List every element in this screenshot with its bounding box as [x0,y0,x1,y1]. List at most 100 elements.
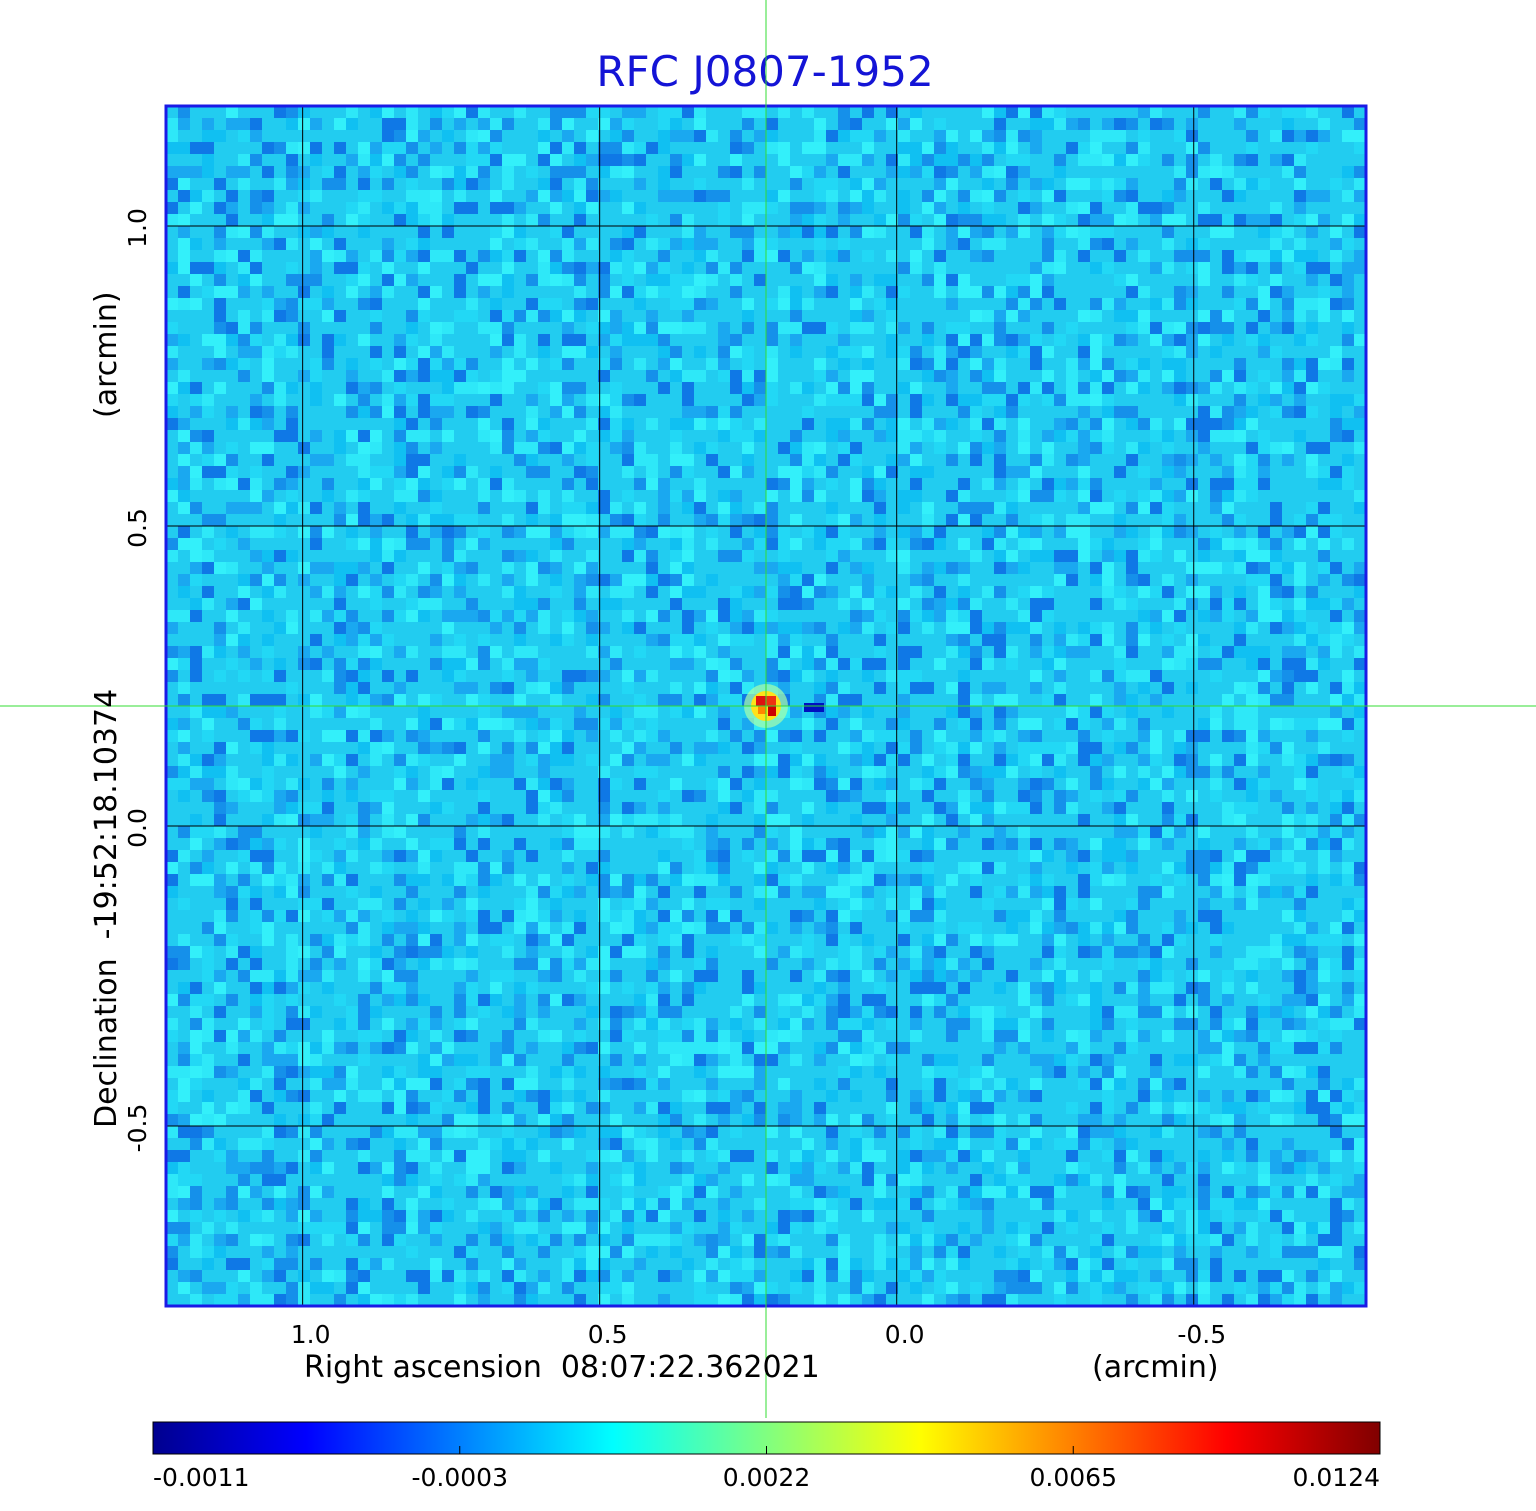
noise-cell [1006,646,1018,658]
noise-cell [898,262,910,274]
noise-cell [1342,430,1354,442]
noise-cell [190,658,202,670]
noise-cell [1090,382,1102,394]
noise-cell [1066,142,1078,154]
noise-cell [1294,214,1306,226]
noise-cell [514,730,526,742]
noise-cell [1186,562,1198,574]
noise-cell [478,730,490,742]
noise-cell [670,742,682,754]
noise-cell [934,250,946,262]
noise-cell [634,478,646,490]
noise-cell [1138,490,1150,502]
noise-cell [382,922,394,934]
noise-cell [766,754,778,766]
noise-cell [370,466,382,478]
noise-cell [394,646,406,658]
noise-cell [1294,430,1306,442]
noise-cell [742,394,754,406]
noise-cell [1282,610,1294,622]
noise-cell [370,430,382,442]
noise-cell [898,358,910,370]
noise-cell [1306,946,1318,958]
noise-cell [874,958,886,970]
noise-cell [1114,154,1126,166]
noise-cell [298,898,310,910]
noise-cell [802,910,814,922]
noise-cell [694,958,706,970]
noise-cell [934,142,946,154]
noise-cell [1258,370,1270,382]
noise-cell [370,514,382,526]
noise-cell [190,766,202,778]
noise-cell [322,1078,334,1090]
noise-cell [1270,226,1282,238]
noise-cell [1330,418,1342,430]
noise-cell [610,286,622,298]
noise-cell [1066,1150,1078,1162]
noise-cell [1234,154,1246,166]
noise-cell [574,502,586,514]
noise-cell [958,334,970,346]
noise-cell [1330,754,1342,766]
noise-cell [1342,898,1354,910]
noise-cell [1174,490,1186,502]
noise-cell [946,178,958,190]
noise-cell [766,358,778,370]
noise-cell [1342,214,1354,226]
noise-cell [958,202,970,214]
noise-cell [1018,1162,1030,1174]
noise-cell [682,898,694,910]
noise-cell [418,1066,430,1078]
noise-cell [946,322,958,334]
noise-cell [622,442,634,454]
noise-cell [862,154,874,166]
noise-cell [190,142,202,154]
noise-cell [1354,502,1366,514]
noise-cell [682,550,694,562]
noise-cell [1234,622,1246,634]
noise-cell [610,1126,622,1138]
noise-cell [970,1174,982,1186]
noise-cell [334,562,346,574]
noise-cell [574,514,586,526]
noise-cell [934,286,946,298]
noise-cell [190,646,202,658]
noise-cell [442,622,454,634]
noise-cell [262,646,274,658]
noise-cell [814,1042,826,1054]
noise-cell [442,406,454,418]
noise-cell [1306,250,1318,262]
noise-cell [694,478,706,490]
noise-cell [1270,562,1282,574]
noise-cell [778,526,790,538]
noise-cell [538,1030,550,1042]
noise-cell [238,718,250,730]
noise-cell [1234,1066,1246,1078]
noise-cell [514,1162,526,1174]
noise-cell [1126,694,1138,706]
noise-cell [454,1150,466,1162]
noise-cell [478,610,490,622]
noise-cell [1270,286,1282,298]
noise-cell [862,1054,874,1066]
noise-cell [238,130,250,142]
noise-cell [970,214,982,226]
noise-cell [430,1042,442,1054]
noise-cell [430,418,442,430]
noise-cell [1342,766,1354,778]
noise-cell [454,670,466,682]
noise-cell [1198,1102,1210,1114]
noise-cell [1222,262,1234,274]
noise-cell [658,286,670,298]
noise-cell [910,886,922,898]
noise-cell [1078,1126,1090,1138]
noise-cell [1018,586,1030,598]
noise-cell [250,718,262,730]
noise-cell [250,958,262,970]
noise-cell [1306,730,1318,742]
noise-cell [190,550,202,562]
noise-cell [886,346,898,358]
noise-cell [1282,118,1294,130]
noise-cell [706,778,718,790]
